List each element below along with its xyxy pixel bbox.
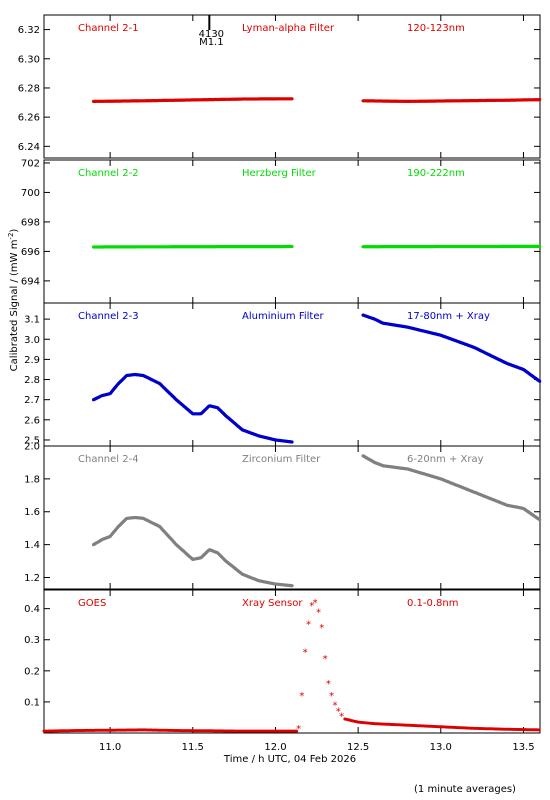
panel-1: 6.24 6.26 6.28 6.30 6.32 Channel 2-1 Lyman-alp…: [18, 14, 542, 159]
data-point-star: *: [322, 654, 328, 665]
y-tick-label: 0.3: [24, 635, 40, 646]
panel-3: 2.5 2.6 2.7 2.8 2.9 3.0 3.1 Channel 2-3 Aluminiu…: [24, 302, 542, 447]
x-tick-label: 13.5: [512, 742, 534, 753]
flare-marker-number: 4130: [199, 29, 224, 40]
y-tick-label: 2.5: [24, 435, 40, 446]
x-tick-label: 11.0: [99, 742, 121, 753]
x-tick-label: 12.5: [347, 742, 369, 753]
filter-label: Herzberg Filter: [242, 168, 317, 179]
y-axis-label-exponent: -2: [7, 233, 15, 240]
panel-4: 1.2 1.4 1.6 1.8 2.0 Channel 2-4 Zirconium Filt…: [24, 442, 542, 590]
x-axis-label: Time / h UTC, 04 Feb 2026: [223, 754, 356, 765]
channel-label: Channel 2-1: [78, 23, 139, 34]
y-tick-label: 6.26: [18, 113, 40, 124]
filter-label: Aluminium Filter: [242, 311, 325, 322]
y-tick-label: 2.9: [24, 355, 40, 366]
data-point-star: *: [335, 707, 341, 718]
band-label: 6-20nm + Xray: [407, 454, 484, 465]
channel-label: Channel 2-3: [78, 311, 139, 322]
y-tick-label: 1.4: [24, 540, 40, 551]
panel-frame: [43, 589, 541, 734]
data-point-star: *: [305, 620, 311, 631]
y-tick-label: 6.32: [18, 25, 40, 36]
panel-frame: [43, 302, 541, 447]
y-tick-label: 2.0: [24, 442, 40, 453]
y-tick-label: 3.1: [24, 315, 40, 326]
filter-label: Lyman-alpha Filter: [242, 23, 335, 34]
channel-label: GOES: [78, 598, 106, 609]
series-3: [92, 313, 542, 444]
series-4: [92, 454, 542, 588]
data-point: [538, 518, 542, 522]
y-tick-label: 2.6: [24, 415, 40, 426]
series-1: [92, 97, 542, 103]
channel-label: Channel 2-4: [78, 454, 139, 465]
panel-2: 694 696 698 700 702 Channel 2-2 Herzberg Filte…: [21, 158, 542, 304]
data-point: [290, 244, 294, 249]
band-label: 17-80nm + Xray: [407, 311, 490, 322]
channel-label: Channel 2-2: [78, 168, 139, 179]
y-tick-label: 6.28: [18, 83, 40, 94]
y-tick-label: 6.24: [18, 142, 40, 153]
data-point: [290, 97, 294, 101]
y-tick-label: 0.1: [24, 697, 40, 708]
y-tick-label: 0.4: [24, 604, 40, 615]
data-point: [538, 379, 542, 383]
data-point: [290, 584, 294, 588]
x-tick-label: 12.0: [264, 742, 286, 753]
flare-marker-class: M1.1: [199, 37, 224, 48]
x-tick-label: 13.0: [430, 742, 452, 753]
data-point-star: *: [315, 607, 321, 618]
data-point: [538, 244, 542, 248]
filter-label: Zirconium Filter: [242, 454, 321, 465]
data-point-star: *: [319, 623, 325, 634]
data-point: [537, 728, 541, 732]
panel-frame: [43, 14, 541, 159]
series-2: [92, 244, 542, 249]
y-tick-label: 696: [21, 247, 40, 258]
band-label: 190-222nm: [407, 168, 465, 179]
averaging-note: (1 minute averages): [414, 784, 516, 795]
y-axis-label-main: Calibrated Signal / (mW m: [9, 240, 20, 372]
data-point-star: *: [339, 711, 345, 722]
y-tick-label: 3.0: [24, 335, 40, 346]
data-point-star: *: [325, 679, 331, 690]
y-tick-label: 700: [21, 188, 40, 199]
y-tick-label: 1.6: [24, 507, 40, 518]
data-point-star: *: [312, 598, 318, 609]
y-tick-label: 0.2: [24, 666, 40, 677]
data-point-star: *: [329, 691, 335, 702]
y-axis-label-close: ): [9, 229, 20, 233]
y-axis-label: Calibrated Signal / (mW m-2): [7, 229, 20, 372]
y-tick-label: 698: [21, 217, 40, 228]
data-point: [295, 729, 299, 733]
filter-label: Xray Sensor: [242, 598, 303, 609]
y-tick-label: 6.30: [18, 54, 40, 65]
data-point-star: *: [296, 724, 302, 735]
x-axis: 11.0 11.5 12.0 12.5 13.0 13.5: [99, 742, 535, 753]
band-label: 120-123nm: [407, 23, 465, 34]
band-label: 0.1-0.8nm: [407, 598, 459, 609]
panel-frame: [43, 159, 541, 304]
data-point-star: *: [332, 701, 338, 712]
data-point: [290, 440, 294, 444]
y-tick-label: 2.8: [24, 375, 40, 386]
panel-frame: [43, 445, 541, 590]
data-point: [538, 98, 542, 102]
chart-panels: 6.24 6.26 6.28 6.30 6.32 Channel 2-1 Lyman-alp…: [18, 14, 542, 735]
y-tick-label: 694: [21, 276, 40, 287]
y-tick-label: 1.2: [24, 573, 40, 584]
y-tick-label: 1.8: [24, 474, 40, 485]
data-point-star: *: [299, 691, 305, 702]
x-tick-label: 11.5: [182, 742, 204, 753]
y-tick-label: 702: [21, 158, 40, 169]
y-tick-label: 2.7: [24, 395, 40, 406]
data-point-star: *: [302, 648, 308, 659]
series-5: **************: [42, 598, 541, 735]
data-point-star: *: [309, 601, 315, 612]
